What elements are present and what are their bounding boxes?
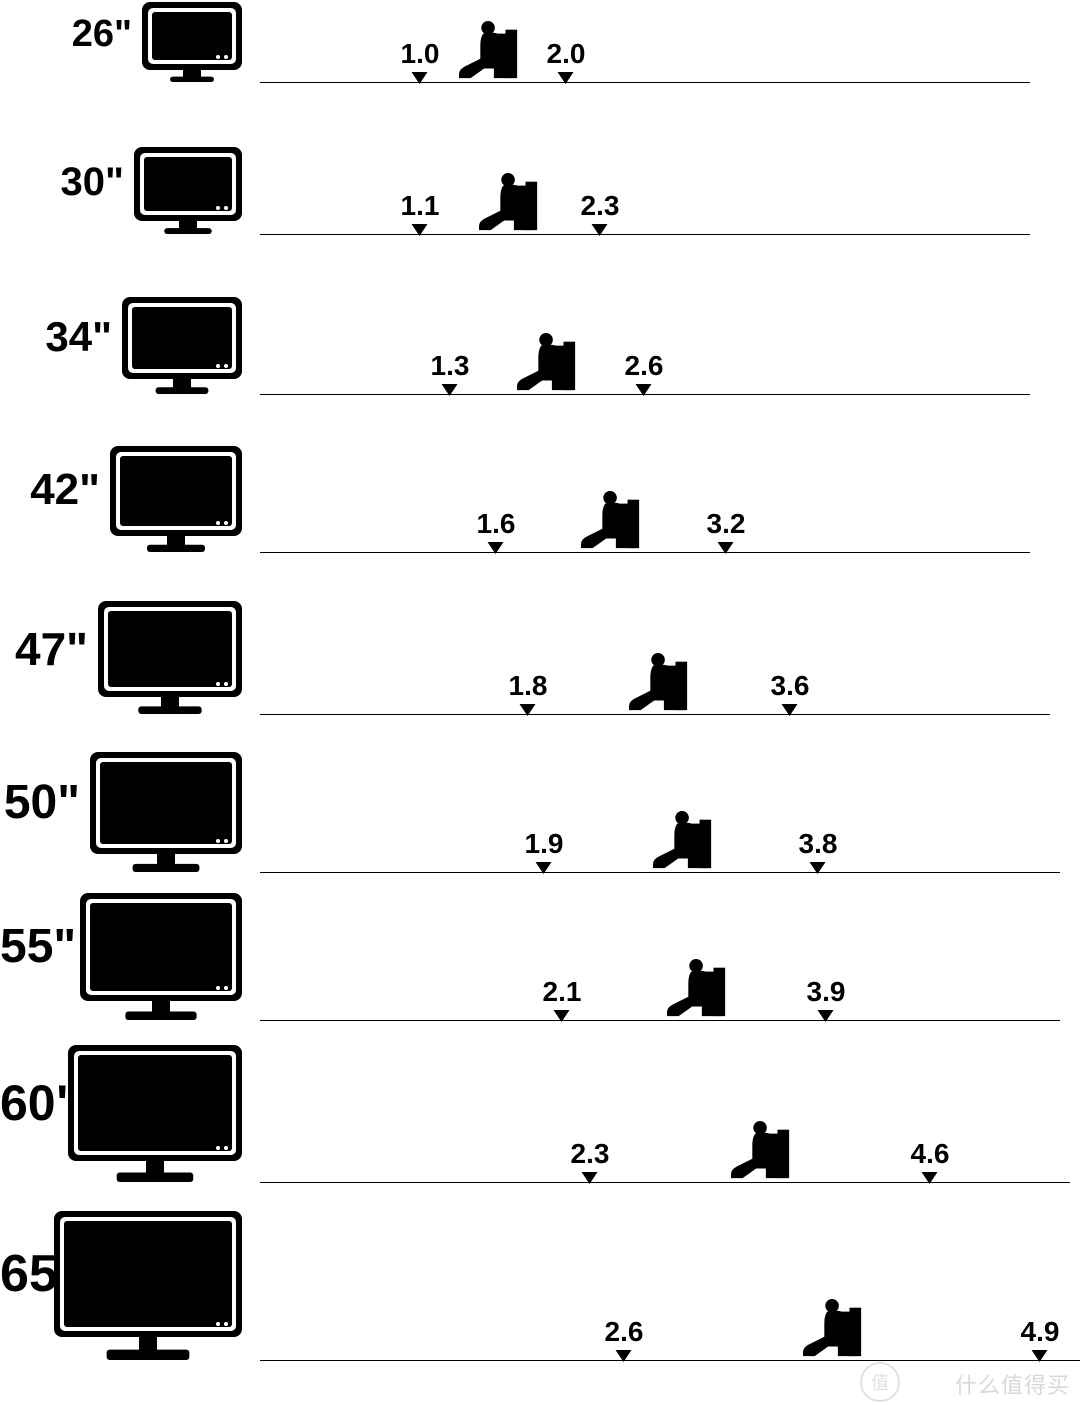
max-distance-value: 3.9 — [807, 976, 846, 1008]
max-distance-value: 3.2 — [707, 508, 746, 540]
tv-icon — [80, 893, 242, 1020]
max-distance-marker: 3.9 — [807, 976, 846, 1022]
max-distance-marker: 4.6 — [911, 1138, 950, 1184]
seated-person-icon — [573, 490, 651, 552]
max-distance-marker: 3.6 — [771, 670, 810, 716]
seated-person-icon — [795, 1298, 873, 1360]
down-triangle-icon — [412, 224, 428, 236]
max-distance-value: 3.6 — [771, 670, 810, 702]
distance-baseline — [260, 872, 1060, 873]
max-distance-marker: 2.6 — [625, 350, 664, 396]
down-triangle-icon — [536, 862, 552, 874]
tv-size-label: 42" — [0, 465, 100, 515]
watermark-badge: 值 — [860, 1362, 900, 1402]
seated-person-icon — [621, 652, 699, 714]
distance-baseline — [260, 82, 1030, 83]
min-distance-marker: 2.1 — [543, 976, 582, 1022]
max-distance-marker: 3.8 — [799, 828, 838, 874]
min-distance-value: 1.8 — [509, 670, 548, 702]
min-distance-value: 1.1 — [401, 190, 440, 222]
down-triangle-icon — [520, 704, 536, 716]
max-distance-value: 2.3 — [581, 190, 620, 222]
down-triangle-icon — [592, 224, 608, 236]
watermark-text: 什么值得买 — [955, 1368, 1070, 1400]
seated-person-icon — [471, 172, 549, 234]
seated-person-icon — [645, 810, 723, 872]
tv-size-label: 55" — [0, 919, 70, 974]
down-triangle-icon — [554, 1010, 570, 1022]
down-triangle-icon — [636, 384, 652, 396]
tv-icon — [122, 297, 242, 394]
min-distance-value: 1.3 — [431, 350, 470, 382]
min-distance-marker: 1.0 — [401, 38, 440, 84]
tv-size-label: 47" — [0, 622, 88, 676]
min-distance-marker: 1.6 — [477, 508, 516, 554]
tv-icon — [110, 446, 242, 552]
down-triangle-icon — [412, 72, 428, 84]
max-distance-value: 3.8 — [799, 828, 838, 860]
seated-person-icon — [509, 332, 587, 394]
down-triangle-icon — [442, 384, 458, 396]
down-triangle-icon — [558, 72, 574, 84]
seated-person-icon — [451, 20, 529, 82]
tv-icon — [142, 2, 242, 82]
tv-size-label: 65" — [0, 1244, 44, 1304]
tv-size-label: 34" — [0, 313, 112, 361]
tv-icon — [134, 147, 242, 234]
max-distance-marker: 4.9 — [1021, 1316, 1060, 1362]
min-distance-marker: 2.3 — [571, 1138, 610, 1184]
tv-size-label: 30" — [0, 160, 124, 205]
min-distance-value: 2.6 — [605, 1316, 644, 1348]
distance-baseline — [260, 234, 1030, 235]
max-distance-value: 2.6 — [625, 350, 664, 382]
down-triangle-icon — [718, 542, 734, 554]
seated-person-icon — [723, 1120, 801, 1182]
max-distance-value: 2.0 — [547, 38, 586, 70]
distance-baseline — [260, 1360, 1080, 1361]
min-distance-value: 2.3 — [571, 1138, 610, 1170]
min-distance-value: 1.0 — [401, 38, 440, 70]
min-distance-marker: 1.9 — [525, 828, 564, 874]
max-distance-marker: 2.3 — [581, 190, 620, 236]
down-triangle-icon — [616, 1350, 632, 1362]
tv-size-label: 26" — [0, 13, 132, 56]
tv-size-label: 60" — [0, 1074, 58, 1132]
min-distance-marker: 1.8 — [509, 670, 548, 716]
tv-size-label: 50" — [0, 775, 80, 830]
down-triangle-icon — [582, 1172, 598, 1184]
max-distance-value: 4.9 — [1021, 1316, 1060, 1348]
down-triangle-icon — [1032, 1350, 1048, 1362]
max-distance-value: 4.6 — [911, 1138, 950, 1170]
tv-icon — [68, 1045, 242, 1182]
down-triangle-icon — [818, 1010, 834, 1022]
min-distance-value: 1.6 — [477, 508, 516, 540]
tv-icon — [98, 601, 242, 714]
min-distance-marker: 2.6 — [605, 1316, 644, 1362]
seated-person-icon — [659, 958, 737, 1020]
down-triangle-icon — [922, 1172, 938, 1184]
min-distance-marker: 1.1 — [401, 190, 440, 236]
max-distance-marker: 2.0 — [547, 38, 586, 84]
max-distance-marker: 3.2 — [707, 508, 746, 554]
down-triangle-icon — [488, 542, 504, 554]
min-distance-value: 1.9 — [525, 828, 564, 860]
min-distance-value: 2.1 — [543, 976, 582, 1008]
tv-icon — [90, 752, 242, 872]
min-distance-marker: 1.3 — [431, 350, 470, 396]
tv-icon — [54, 1211, 242, 1360]
distance-baseline — [260, 714, 1050, 715]
down-triangle-icon — [782, 704, 798, 716]
distance-baseline — [260, 552, 1030, 553]
down-triangle-icon — [810, 862, 826, 874]
distance-baseline — [260, 1020, 1060, 1021]
